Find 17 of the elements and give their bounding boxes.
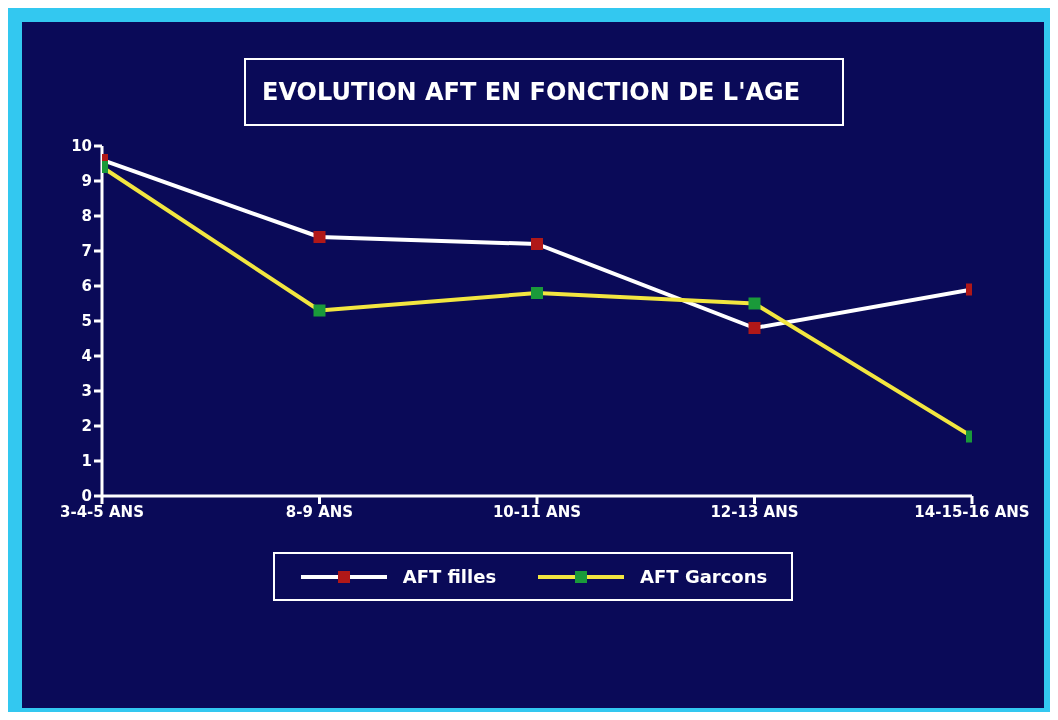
legend-label: AFT filles xyxy=(402,566,497,587)
y-tick-label: 4 xyxy=(81,347,92,366)
y-tick-label: 9 xyxy=(81,172,92,191)
x-tick-label: 10-11 ANS xyxy=(492,502,582,521)
y-tick-label: 5 xyxy=(81,312,92,331)
y-tick-label: 10 xyxy=(71,137,92,156)
y-tick-label: 7 xyxy=(81,242,92,261)
y-tick-label: 2 xyxy=(81,417,92,436)
y-tick-label: 8 xyxy=(81,207,92,226)
legend-label: AFT Garcons xyxy=(640,566,768,587)
y-tick-label: 6 xyxy=(81,277,92,296)
x-tick-label: 14-15-16 ANS xyxy=(914,502,1030,521)
chart-title: EVOLUTION AFT EN FONCTION DE L'AGE xyxy=(244,58,844,126)
x-tick-label: 12-13 ANS xyxy=(710,502,799,521)
x-tick-label: 8-9 ANS xyxy=(285,502,354,521)
y-tick-label: 3 xyxy=(81,382,92,401)
y-tick-label: 1 xyxy=(81,452,92,471)
